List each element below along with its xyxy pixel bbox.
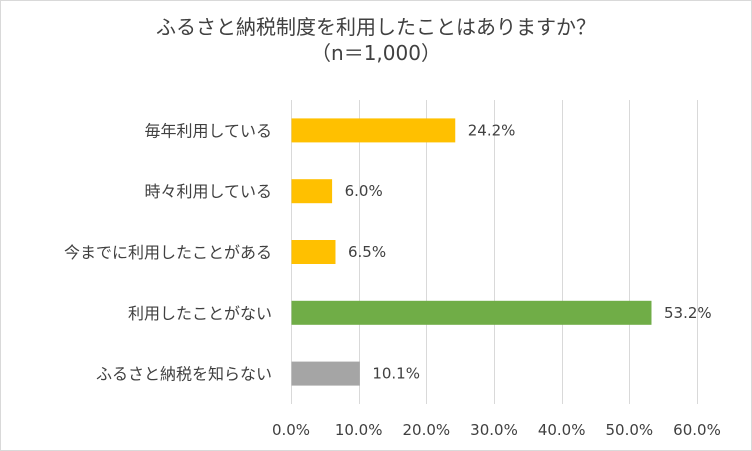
chart-title-block: ふるさと納税制度を利用したことはありますか？ （n＝1,000） [0, 14, 752, 66]
bar [291, 361, 360, 386]
data-label: 6.0% [345, 182, 383, 200]
x-tick-label: 60.0% [673, 421, 721, 439]
chart-title: ふるさと納税制度を利用したことはありますか？ [156, 15, 596, 39]
category-label: ふるさと納税を知らない [96, 365, 272, 384]
x-tick-label: 40.0% [538, 421, 586, 439]
bar [291, 300, 652, 325]
data-label: 6.5% [348, 243, 386, 261]
chart-subtitle: （n＝1,000） [311, 41, 441, 65]
x-tick-label: 0.0% [272, 421, 310, 439]
x-tick-label: 50.0% [606, 421, 654, 439]
x-tick-label: 10.0% [335, 421, 383, 439]
category-label: 毎年利用している [144, 121, 272, 140]
bar [291, 179, 333, 204]
category-label: 時々利用している [144, 182, 272, 201]
bar [291, 240, 336, 264]
category-label: 今までに利用したことがある [64, 243, 272, 262]
x-tick-label: 20.0% [403, 421, 451, 439]
bar [291, 118, 456, 143]
x-tick-label: 30.0% [470, 421, 518, 439]
category-label: 利用したことがない [128, 304, 272, 323]
data-label: 10.1% [372, 365, 420, 383]
data-label: 24.2% [468, 121, 516, 139]
data-label: 53.2% [664, 304, 712, 322]
